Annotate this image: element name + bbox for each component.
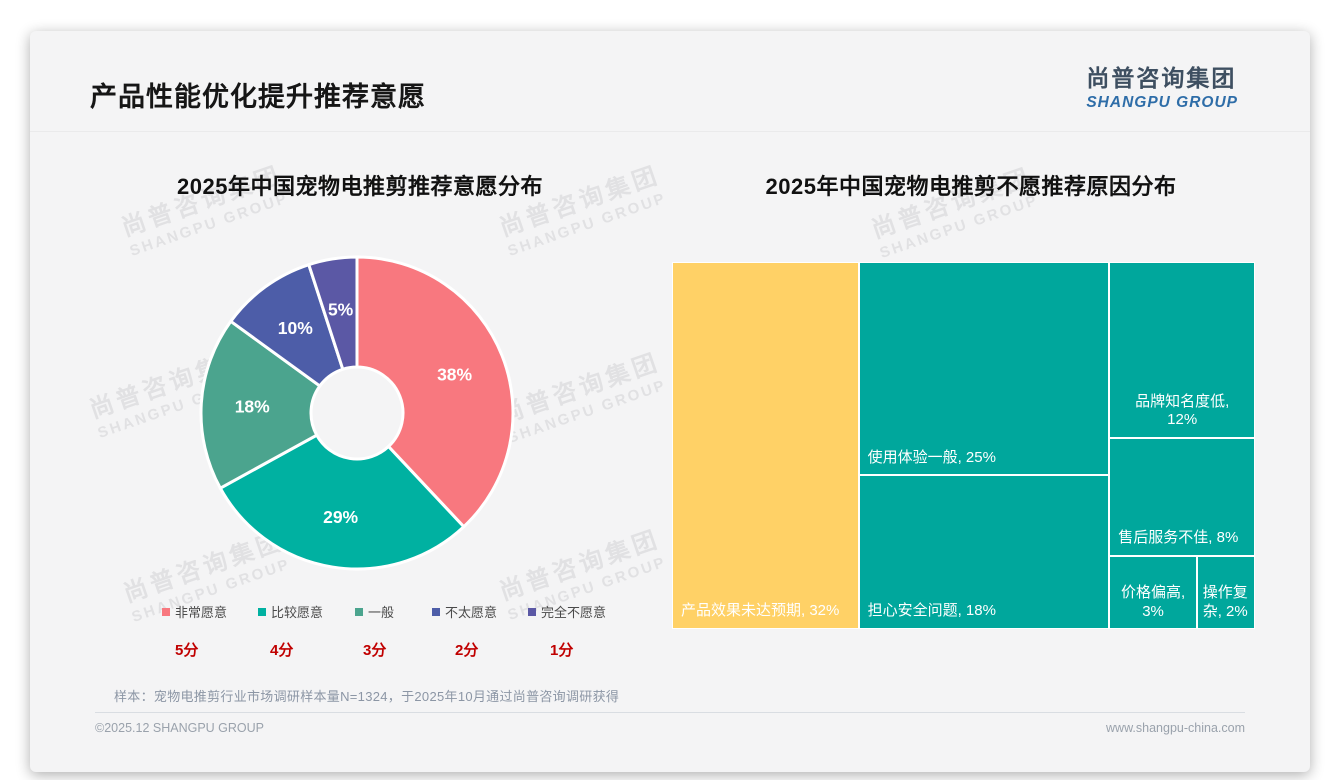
- treemap-chart-title: 2025年中国宠物电推剪不愿推荐原因分布: [765, 174, 1177, 199]
- legend-marker: [162, 607, 170, 616]
- legend-marker: [355, 607, 363, 616]
- legend-label: 完全不愿意: [541, 605, 607, 620]
- treemap-cell-0: 产品效果未达预期, 32%: [672, 262, 859, 629]
- pie-slice-4: [307, 255, 359, 371]
- treemap-cell-1: 使用体验一般, 25%: [858, 262, 1110, 476]
- score-label-2: 3分: [363, 642, 387, 659]
- treemap-cell-label: 操作复杂, 2%: [1202, 584, 1248, 621]
- sample-note: 样本：宠物电推剪行业市场调研样本量N=1324，于2025年10月通过尚普咨询调…: [114, 689, 620, 704]
- pie-slice-label-3: 10%: [278, 318, 313, 338]
- treemap-cell-label: 价格偏高, 3%: [1120, 584, 1186, 621]
- legend-item-3: 不太愿意: [432, 602, 497, 621]
- treemap-cell-3: 品牌知名度低, 12%: [1109, 262, 1256, 439]
- legend-marker: [432, 607, 440, 616]
- score-row: 5分 4分 3分 2分 1分: [30, 639, 670, 661]
- copyright-text: ©2025.12 SHANGPU GROUP: [95, 721, 264, 735]
- pie-slice-label-0: 38%: [437, 364, 472, 384]
- legend-label: 比较愿意: [271, 605, 324, 620]
- donut-chart: 38% 29% 18% 10% 5%: [199, 255, 515, 571]
- treemap-cell-2: 担心安全问题, 18%: [858, 475, 1110, 629]
- company-logo: 尚普咨询集团 SHANGPU GROUP: [1086, 59, 1238, 112]
- legend-label: 一般: [368, 605, 395, 620]
- legend-label: 非常愿意: [175, 605, 228, 620]
- treemap-chart: 产品效果未达预期, 32% 使用体验一般, 25% 担心安全问题, 18% 品牌知名度…: [672, 262, 1256, 629]
- pie-slice-1: [218, 433, 466, 571]
- logo-english-name: SHANGPU GROUP: [1086, 94, 1238, 111]
- page-title: 产品性能优化提升推荐意愿: [90, 82, 426, 112]
- treemap-cell-label: 品牌知名度低, 12%: [1135, 392, 1230, 429]
- pie-slice-label-2: 18%: [235, 397, 270, 417]
- treemap-cell-label: 使用体验一般, 25%: [867, 448, 996, 466]
- slide-card: 尚普咨询集团 SHANGPU GROUP 尚普咨询集团 SHANGPU GROUP 尚普…: [30, 31, 1310, 772]
- donut-chart-title: 2025年中国宠物电推剪推荐意愿分布: [177, 174, 543, 199]
- legend-item-4: 完全不愿意: [528, 602, 606, 621]
- treemap-cell-label: 售后服务不佳, 8%: [1118, 528, 1239, 546]
- score-label-1: 4分: [270, 642, 294, 659]
- donut-legend: 非常愿意 比较愿意 一般 不太愿意 完全不愿意: [30, 602, 670, 622]
- pie-slice-label-4: 5%: [328, 299, 354, 319]
- legend-marker: [258, 607, 266, 616]
- website-text: www.shangpu-china.com: [1106, 721, 1245, 735]
- legend-item-0: 非常愿意: [162, 602, 227, 621]
- legend-item-2: 一般: [355, 602, 394, 621]
- legend-label: 不太愿意: [445, 605, 498, 620]
- legend-marker: [528, 607, 536, 616]
- pie-slice-0: [355, 255, 515, 529]
- treemap-cell-label: 产品效果未达预期, 32%: [681, 602, 840, 620]
- treemap-cell-label: 担心安全问题, 18%: [867, 602, 996, 620]
- slide-footer: ©2025.12 SHANGPU GROUP www.shangpu-china…: [95, 712, 1245, 735]
- treemap-cell-5: 价格偏高, 3%: [1109, 555, 1197, 629]
- score-label-4: 1分: [550, 642, 574, 659]
- score-label-3: 2分: [455, 642, 479, 659]
- score-label-0: 5分: [175, 642, 199, 659]
- header-divider: [30, 131, 1310, 132]
- logo-chinese-name: 尚普咨询集团: [1086, 65, 1237, 91]
- pie-slice-label-1: 29%: [323, 507, 358, 527]
- pie-slice-2: [199, 319, 322, 490]
- treemap-cell-4: 售后服务不佳, 8%: [1109, 438, 1256, 556]
- treemap-cell-6: 操作复杂, 2%: [1196, 555, 1255, 629]
- legend-item-1: 比较愿意: [258, 602, 323, 621]
